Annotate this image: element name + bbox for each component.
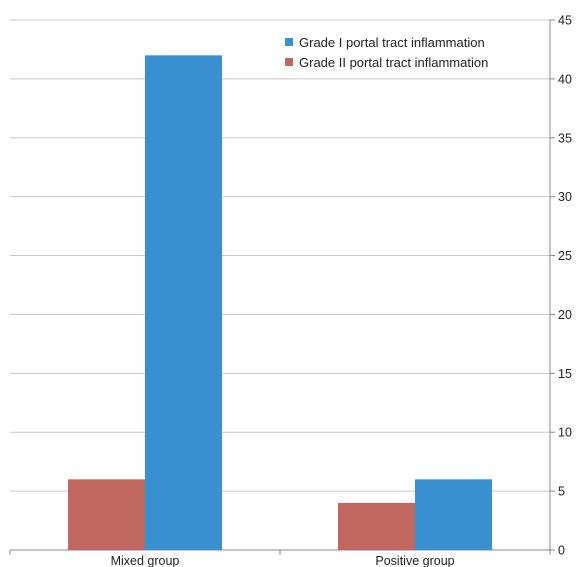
legend-swatch-grade-2 <box>285 58 293 66</box>
y-tick-label: 25 <box>558 249 572 263</box>
y-tick-label: 35 <box>558 131 572 145</box>
legend-item-grade-2: Grade II portal tract inflammation <box>285 52 488 72</box>
legend-item-grade-1: Grade I portal tract inflammation <box>285 32 488 52</box>
legend: Grade I portal tract inflammation Grade … <box>285 32 488 72</box>
y-tick-label: 5 <box>558 485 565 499</box>
bar <box>145 55 222 550</box>
y-tick-label: 40 <box>558 72 572 86</box>
y-tick-label: 20 <box>558 308 572 322</box>
x-category-label: Mixed group <box>111 554 180 567</box>
y-tick-label: 30 <box>558 190 572 204</box>
x-category-label: Positive group <box>375 554 454 567</box>
bar <box>68 479 145 550</box>
legend-label-grade-1: Grade I portal tract inflammation <box>299 34 485 50</box>
legend-swatch-grade-1 <box>285 38 293 46</box>
y-tick-label: 10 <box>558 426 572 440</box>
y-tick-label: 0 <box>558 544 565 558</box>
y-tick-label: 45 <box>558 14 572 28</box>
legend-label-grade-2: Grade II portal tract inflammation <box>299 54 489 70</box>
bar <box>415 479 492 550</box>
y-tick-label: 15 <box>558 367 572 381</box>
bar <box>338 502 415 550</box>
